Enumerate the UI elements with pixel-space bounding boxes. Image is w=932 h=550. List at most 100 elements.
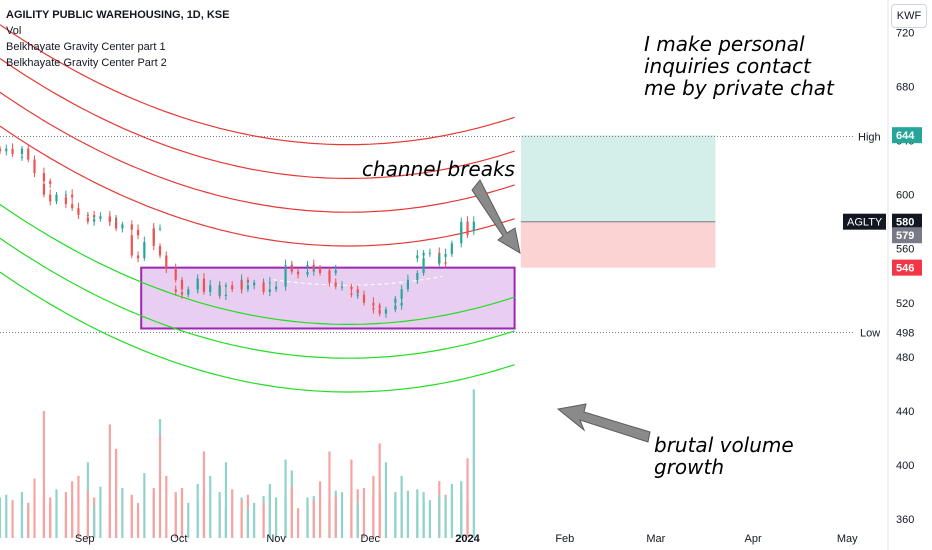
candle[interactable] [49,194,52,202]
channel-breaks-annotation[interactable]: channel breaks [362,157,515,181]
volume-bar[interactable] [340,492,344,538]
volume-bar[interactable] [328,451,331,538]
volume-bar[interactable] [196,483,199,538]
upper-band-2[interactable] [0,91,515,213]
candle[interactable] [416,255,419,259]
candle[interactable] [275,286,278,290]
candle[interactable] [231,285,234,290]
volume-bar[interactable] [268,492,271,538]
candle[interactable] [328,270,331,283]
candle[interactable] [20,156,24,158]
candle[interactable] [180,291,184,295]
volume-bar[interactable] [422,492,425,538]
volume-bar[interactable] [394,494,397,538]
candle[interactable] [108,217,111,222]
candle[interactable] [466,228,469,232]
upper-band-1[interactable] [0,125,515,247]
volume-bar[interactable] [99,486,102,538]
candle[interactable] [143,241,146,259]
candle[interactable] [306,271,309,275]
candle[interactable] [27,156,30,160]
candle[interactable] [334,270,337,274]
volume-bar[interactable] [55,489,58,538]
candle[interactable] [334,282,337,287]
volume-bar[interactable] [49,502,52,538]
candle[interactable] [218,286,221,295]
volume-bar[interactable] [444,497,447,538]
candle[interactable] [158,228,162,230]
volume-bar[interactable] [187,502,190,538]
candle[interactable] [209,285,212,292]
candle[interactable] [268,289,271,292]
lower-band-1[interactable] [0,204,515,325]
volume-bar[interactable] [378,443,381,538]
candle[interactable] [180,279,184,290]
candle[interactable] [71,194,74,198]
candle[interactable] [246,285,249,290]
candle[interactable] [55,194,58,202]
candle[interactable] [306,264,309,267]
candle[interactable] [196,285,199,290]
volume-growth-annotation[interactable]: brutal volume growth [654,433,794,479]
candle[interactable] [158,246,162,256]
volume-bar[interactable] [416,489,419,538]
volume-bar[interactable] [5,494,8,538]
indicator-gravity-2-label[interactable]: Belkhayate Gravity Center Part 2 [6,57,167,69]
candle[interactable] [253,282,256,286]
volume-bar[interactable] [93,505,96,538]
channel-arrow[interactable] [471,179,521,255]
candle[interactable] [20,148,24,155]
candle[interactable] [64,197,67,205]
volume-bar[interactable] [27,505,30,538]
candle[interactable] [268,282,271,284]
candle[interactable] [136,255,140,259]
volume-bar[interactable] [275,497,278,538]
volume-bar[interactable] [143,473,146,538]
volume-bar[interactable] [262,502,265,538]
volume-bar[interactable] [466,458,469,538]
candle[interactable] [472,221,475,232]
volume-bar[interactable] [71,500,74,538]
candle[interactable] [77,208,80,215]
candle[interactable] [290,264,293,272]
candle[interactable] [11,148,14,155]
candle[interactable] [384,309,388,314]
volume-bar[interactable] [180,487,184,538]
candle[interactable] [318,267,322,274]
volume-bar[interactable] [136,508,140,538]
volume-bar[interactable] [42,410,46,538]
candle[interactable] [394,305,397,310]
candle[interactable] [438,256,441,264]
candle[interactable] [312,264,315,268]
volume-bar[interactable] [240,500,243,538]
volume-bar[interactable] [290,486,293,538]
candle[interactable] [174,289,177,292]
candle[interactable] [42,173,46,182]
volume-bar[interactable] [130,494,133,538]
volume-bar[interactable] [312,500,315,538]
volume-bar[interactable] [284,494,287,538]
candle[interactable] [165,255,168,269]
volume-bar[interactable] [33,478,36,538]
candle[interactable] [224,285,228,287]
candle[interactable] [121,224,124,229]
candle[interactable] [0,148,2,152]
candle[interactable] [400,289,403,299]
upper-band-3[interactable] [0,58,515,179]
volume-bar[interactable] [438,494,441,538]
candle[interactable] [174,269,177,280]
volume-bar[interactable] [231,489,234,538]
volume-bar[interactable] [350,497,353,538]
volume-bar[interactable] [224,462,228,538]
candle[interactable] [356,294,359,296]
volume-bar[interactable] [0,497,2,538]
volume-bar[interactable] [86,490,89,538]
candle[interactable] [428,252,431,254]
candle[interactable] [33,159,36,174]
volume-bar[interactable] [202,494,206,538]
candle[interactable] [130,235,133,256]
candle[interactable] [444,254,447,257]
volume-bar[interactable] [174,492,177,538]
candle[interactable] [460,228,463,236]
target-zone[interactable] [520,135,716,222]
